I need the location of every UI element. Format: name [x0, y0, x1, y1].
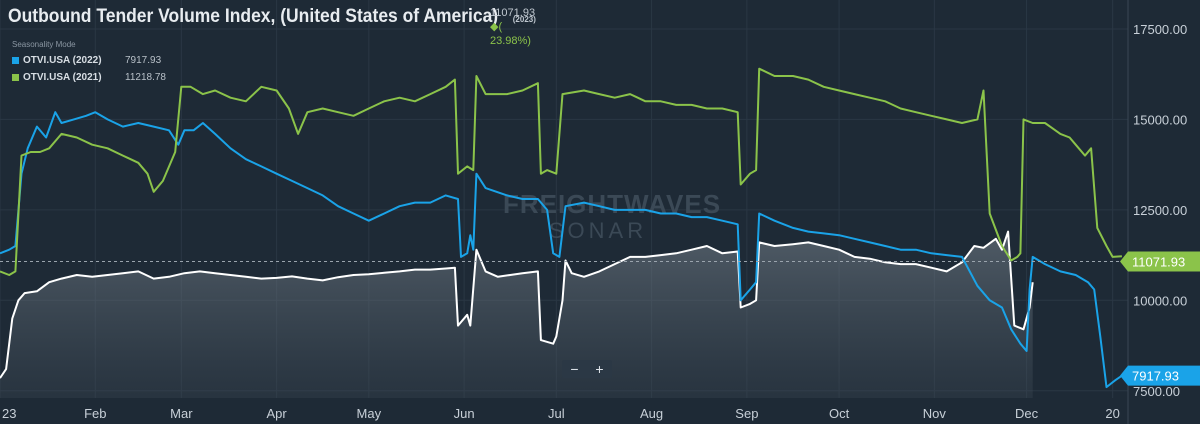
x-tick-label: Oct: [829, 406, 850, 421]
y-tick-label: 17500.00: [1133, 22, 1187, 37]
y-tick-label: 12500.00: [1133, 203, 1187, 218]
legend-item-2021[interactable]: OTVI.USA (2021) 11218.78: [12, 72, 166, 83]
end-label-tag: [1120, 251, 1200, 272]
x-tick-label: Sep: [735, 406, 758, 421]
current-change-text: ( 23.98%): [490, 21, 531, 47]
zoom-out-button[interactable]: −: [570, 361, 579, 377]
y-axis: 17500.00 15000.00 12500.00 10000.00 7500.00: [1127, 0, 1187, 424]
x-tick-label: Apr: [267, 406, 288, 421]
x-tick-label: Dec: [1015, 406, 1039, 421]
y-tick-label: 7500.00: [1133, 384, 1180, 399]
watermark-line1: FREIGHTWAVES: [503, 189, 721, 219]
x-tick-label: Aug: [640, 406, 663, 421]
series-line-2021: [0, 67, 1122, 276]
x-tick-label: Jun: [454, 406, 475, 421]
end-label-tag: [1120, 365, 1200, 386]
x-tick-label: May: [357, 406, 382, 421]
chart-title: Outbound Tender Volume Index, (United St…: [8, 6, 499, 27]
x-tick-label: Nov: [923, 406, 947, 421]
x-tick-label: Jul: [548, 406, 565, 421]
zoom-in-button[interactable]: +: [595, 361, 604, 377]
series-area-2023: [0, 231, 1033, 398]
x-tick-label: 20: [1105, 406, 1119, 421]
year-tag: (2023): [512, 15, 536, 24]
x-tick-label: 23: [2, 406, 16, 421]
x-tick-label: Mar: [170, 406, 193, 421]
end-label-text: 7917.93: [1132, 369, 1179, 384]
series-layer: [0, 67, 1123, 398]
x-tick-label: Feb: [84, 406, 106, 421]
y-tick-label: 10000.00: [1133, 293, 1187, 308]
end-labels: 11071.93 7917.93: [1120, 251, 1200, 386]
end-label-text: 11071.93: [1132, 255, 1185, 270]
legend-item-2022[interactable]: OTVI.USA (2022) 7917.93: [12, 55, 161, 66]
y-tick-label: 15000.00: [1133, 112, 1187, 127]
legend-swatch-2022: [12, 57, 19, 64]
current-value: 11071.93: [490, 7, 536, 19]
legend-value-2022: 7917.93: [125, 55, 162, 66]
seasonality-mode-label: Seasonality Mode: [12, 40, 76, 49]
chart-header: Outbound Tender Volume Index, (United St…: [8, 6, 536, 83]
legend-name-2021: OTVI.USA (2021): [23, 72, 102, 83]
current-change: ◆( 23.98%): [490, 21, 531, 47]
zoom-controls: − +: [562, 360, 612, 378]
current-value-box: 11071.93 ◆( 23.98%): [490, 6, 536, 48]
legend-value-2021: 11218.78: [125, 72, 166, 83]
series-line-2022: [0, 111, 1123, 389]
legend-swatch-2021: [12, 74, 19, 81]
x-axis: 23 Feb Mar Apr May Jun Jul Aug Sep Oct Nov Dec 20: [2, 406, 1120, 421]
legend-name-2022: OTVI.USA (2022): [23, 55, 102, 66]
